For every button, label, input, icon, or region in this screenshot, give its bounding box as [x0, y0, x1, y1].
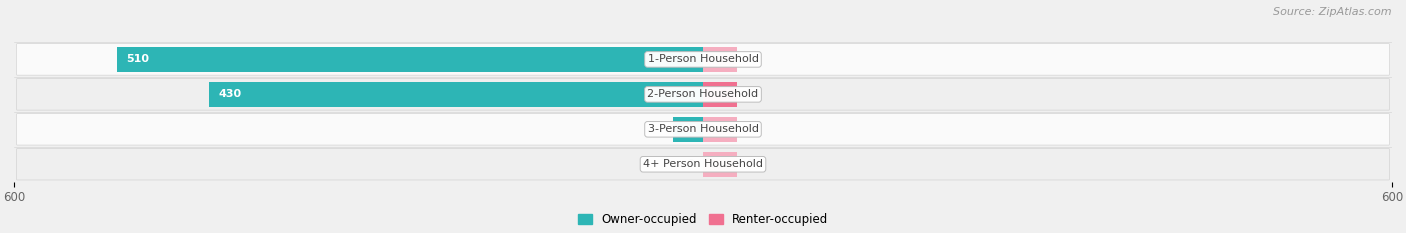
Bar — [703, 82, 738, 107]
Bar — [673, 117, 703, 142]
Text: 4+ Person Household: 4+ Person Household — [643, 159, 763, 169]
Legend: Owner-occupied, Renter-occupied: Owner-occupied, Renter-occupied — [578, 213, 828, 226]
Text: OCCUPANCY BY OWNERSHIP BY HOUSEHOLD SIZE IN HERITAGE PINES: OCCUPANCY BY OWNERSHIP BY HOUSEHOLD SIZE… — [176, 0, 636, 3]
Bar — [209, 82, 703, 107]
Text: 430: 430 — [218, 89, 242, 99]
Text: Source: ZipAtlas.com: Source: ZipAtlas.com — [1274, 7, 1392, 17]
Bar — [703, 47, 738, 72]
Text: 14: 14 — [747, 89, 761, 99]
FancyBboxPatch shape — [17, 79, 1389, 110]
Text: 2-Person Household: 2-Person Household — [647, 89, 759, 99]
Text: 1-Person Household: 1-Person Household — [648, 55, 758, 64]
Bar — [703, 117, 738, 142]
FancyBboxPatch shape — [17, 114, 1389, 145]
Text: 0: 0 — [747, 159, 754, 169]
Bar — [703, 152, 738, 177]
FancyBboxPatch shape — [17, 44, 1389, 75]
Text: 0: 0 — [747, 55, 754, 64]
Text: 0: 0 — [747, 124, 754, 134]
Text: 26: 26 — [682, 124, 697, 134]
Text: 510: 510 — [127, 55, 149, 64]
Text: 0: 0 — [686, 159, 693, 169]
Bar — [117, 47, 703, 72]
FancyBboxPatch shape — [17, 149, 1389, 180]
Text: 3-Person Household: 3-Person Household — [648, 124, 758, 134]
